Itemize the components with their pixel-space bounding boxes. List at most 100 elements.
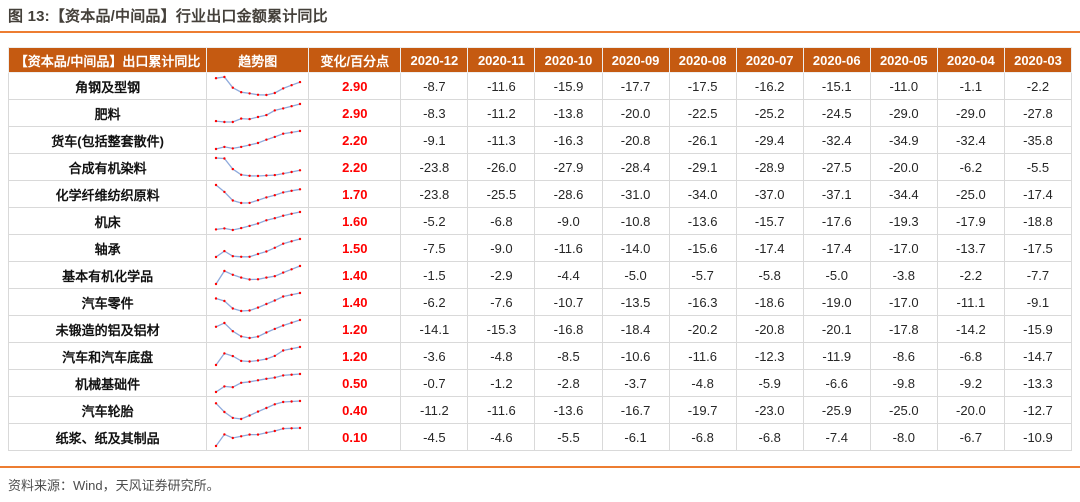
data-cell: -3.8 (869, 261, 938, 289)
data-cell: -18.8 (1003, 207, 1073, 235)
data-cell: -28.6 (534, 180, 603, 208)
data-cell: -31.0 (601, 180, 670, 208)
change-value-cell: 1.50 (308, 234, 402, 262)
data-cell: -7.6 (467, 288, 536, 316)
data-cell: -0.7 (400, 369, 469, 397)
trend-sparkline (214, 345, 301, 367)
column-header-7: 2020-08 (668, 47, 737, 73)
table-row: 汽车零件 1.40 -6.2 -7.6 -10.7 -13.5 -16.3 -18.6 -19.… (7, 288, 1073, 316)
trend-cell (206, 342, 310, 370)
data-cell: -27.5 (802, 153, 871, 181)
data-cell: -23.8 (400, 180, 469, 208)
data-cell: -5.5 (1003, 153, 1073, 181)
industry-name-cell: 基本有机化学品 (7, 261, 208, 289)
table-row: 汽车和汽车底盘 1.20 -3.6 -4.8 -8.5 -10.6 -11.6 -12.3 -1… (7, 342, 1073, 370)
data-cell: -6.1 (601, 423, 670, 451)
data-cell: -8.0 (869, 423, 938, 451)
data-cell: -9.1 (1003, 288, 1073, 316)
column-header-0: 【资本品/中间品】出口累计同比 (7, 47, 208, 73)
data-cell: -6.8 (735, 423, 804, 451)
industry-name-cell: 肥料 (7, 99, 208, 127)
data-cell: -9.0 (534, 207, 603, 235)
data-cell: -8.7 (400, 72, 469, 100)
table-row: 化学纤维纺织原料 1.70 -23.8 -25.5 -28.6 -31.0 -34.0 -37… (7, 180, 1073, 208)
data-cell: -5.8 (735, 261, 804, 289)
industry-name-cell: 机械基础件 (7, 369, 208, 397)
figure-title: 图 13:【资本品/中间品】行业出口金额累计同比 (8, 8, 328, 25)
trend-sparkline (214, 156, 301, 178)
trend-sparkline (214, 372, 301, 394)
data-cell: -6.8 (467, 207, 536, 235)
data-cell: -14.1 (400, 315, 469, 343)
change-value-cell: 1.60 (308, 207, 402, 235)
data-cell: -4.6 (467, 423, 536, 451)
trend-cell (206, 99, 310, 127)
column-header-10: 2020-05 (869, 47, 938, 73)
change-value-cell: 0.40 (308, 396, 402, 424)
source-note: 资料来源：Wind，天风证券研究所。 (8, 478, 220, 493)
table-row: 货车(包括整套散件) 2.20 -9.1 -11.3 -16.3 -20.8 -26.1 -2… (7, 126, 1073, 154)
data-cell: -16.7 (601, 396, 670, 424)
column-header-2: 变化/百分点 (308, 47, 402, 73)
title-divider-rule (0, 31, 1080, 33)
data-cell: -20.0 (936, 396, 1005, 424)
industry-name-cell: 汽车和汽车底盘 (7, 342, 208, 370)
data-cell: -14.7 (1003, 342, 1073, 370)
trend-sparkline (214, 102, 301, 124)
data-cell: -7.7 (1003, 261, 1073, 289)
data-cell: -19.3 (869, 207, 938, 235)
data-cell: -4.5 (400, 423, 469, 451)
column-header-1: 趋势图 (206, 47, 310, 73)
data-cell: -17.0 (869, 234, 938, 262)
data-cell: -25.5 (467, 180, 536, 208)
data-cell: -26.1 (668, 126, 737, 154)
data-cell: -11.6 (467, 396, 536, 424)
data-cell: -17.4 (1003, 180, 1073, 208)
data-cell: -9.8 (869, 369, 938, 397)
trend-cell (206, 315, 310, 343)
trend-sparkline (214, 129, 301, 151)
data-cell: -20.0 (601, 99, 670, 127)
industry-name-cell: 化学纤维纺织原料 (7, 180, 208, 208)
column-header-9: 2020-06 (802, 47, 871, 73)
data-cell: -13.6 (668, 207, 737, 235)
data-cell: -20.1 (802, 315, 871, 343)
trend-sparkline (214, 237, 301, 259)
trend-cell (206, 423, 310, 451)
change-value-cell: 2.20 (308, 126, 402, 154)
change-value-cell: 0.10 (308, 423, 402, 451)
industry-name-cell: 货车(包括整套散件) (7, 126, 208, 154)
data-cell: -11.1 (936, 288, 1005, 316)
data-cell: -1.2 (467, 369, 536, 397)
data-cell: -16.3 (668, 288, 737, 316)
data-cell: -5.2 (400, 207, 469, 235)
data-cell: -13.6 (534, 396, 603, 424)
data-cell: -6.7 (936, 423, 1005, 451)
data-cell: -3.7 (601, 369, 670, 397)
data-cell: -32.4 (936, 126, 1005, 154)
industry-name-cell: 轴承 (7, 234, 208, 262)
data-cell: -15.1 (802, 72, 871, 100)
data-cell: -8.6 (869, 342, 938, 370)
data-cell: -9.1 (400, 126, 469, 154)
table-row: 汽车轮胎 0.40 -11.2 -11.6 -13.6 -16.7 -19.7 -23.0 -2… (7, 396, 1073, 424)
data-cell: -20.0 (869, 153, 938, 181)
data-cell: -20.2 (668, 315, 737, 343)
table-row: 角钢及型钢 2.90 -8.7 -11.6 -15.9 -17.7 -17.5 -16.2 -1… (7, 72, 1073, 100)
data-cell: -17.4 (735, 234, 804, 262)
data-cell: -24.5 (802, 99, 871, 127)
data-cell: -10.9 (1003, 423, 1073, 451)
table-row: 合成有机染料 2.20 -23.8 -26.0 -27.9 -28.4 -29.1 -28.9… (7, 153, 1073, 181)
trend-cell (206, 153, 310, 181)
data-cell: -37.1 (802, 180, 871, 208)
data-cell: -7.4 (802, 423, 871, 451)
data-cell: -15.7 (735, 207, 804, 235)
data-cell: -12.3 (735, 342, 804, 370)
trend-sparkline (214, 426, 301, 448)
change-value-cell: 1.20 (308, 342, 402, 370)
data-cell: -25.0 (936, 180, 1005, 208)
column-header-3: 2020-12 (400, 47, 469, 73)
data-cell: -16.2 (735, 72, 804, 100)
data-cell: -2.8 (534, 369, 603, 397)
data-cell: -4.4 (534, 261, 603, 289)
